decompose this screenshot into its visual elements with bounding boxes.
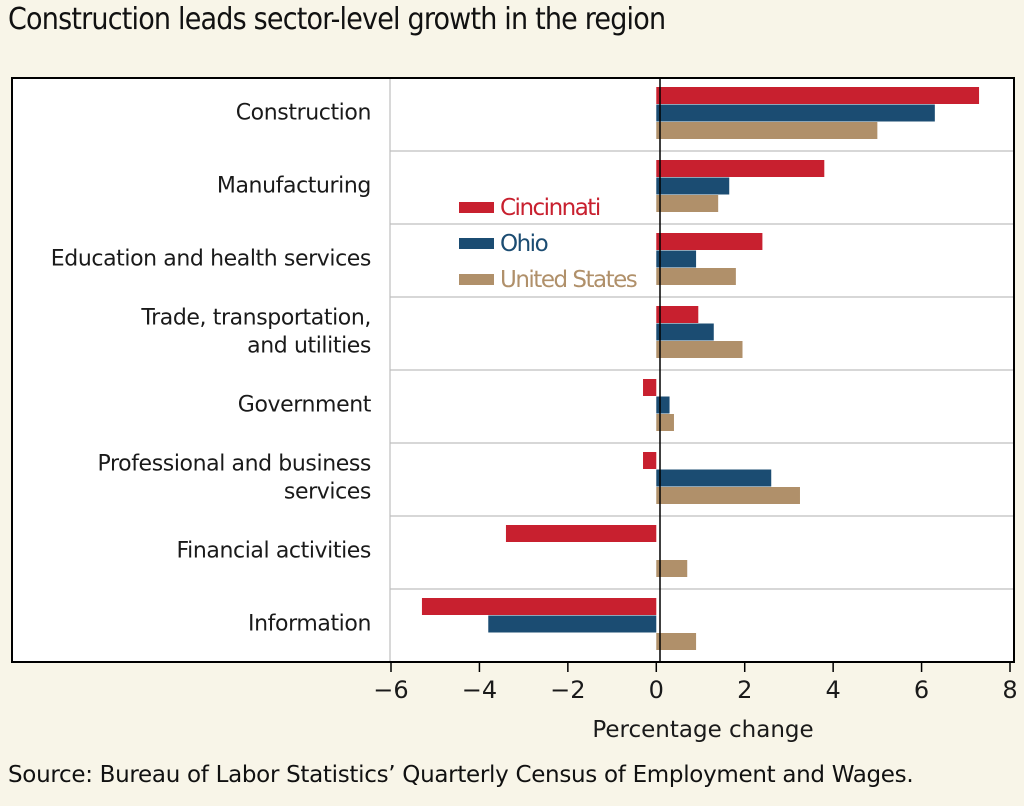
- legend-swatch: [459, 238, 494, 249]
- bars: [421, 87, 980, 650]
- x-axis-ticks: −6 −4 −2 0 2 4 6 8: [373, 662, 1018, 704]
- bar-united-states: [656, 560, 688, 577]
- x-tick-label: 8: [1002, 676, 1017, 704]
- legend-label: United States: [500, 267, 637, 293]
- category-label: Financial activities: [176, 539, 371, 564]
- bar-ohio: [656, 396, 670, 414]
- category-label: Professional and business: [98, 452, 371, 477]
- bar-united-states: [656, 487, 800, 504]
- bar-cincinnati: [643, 452, 657, 469]
- category-label: Information: [248, 612, 371, 637]
- bar-ohio: [656, 104, 935, 122]
- bar-cincinnati: [656, 306, 699, 323]
- category-label: services: [284, 480, 371, 505]
- bar-united-states: [656, 341, 743, 358]
- bar-cincinnati: [643, 379, 657, 396]
- chart-title: Construction leads sector-level growth i…: [8, 2, 666, 37]
- x-tick-label: 6: [914, 676, 929, 704]
- bar-cincinnati: [656, 87, 980, 104]
- x-tick-label: −6: [373, 676, 408, 704]
- category-label: Manufacturing: [217, 174, 371, 199]
- bar-united-states: [656, 633, 697, 650]
- category-label: Construction: [236, 101, 371, 126]
- bar-cincinnati: [656, 233, 763, 250]
- source-note: Source: Bureau of Labor Statistics’ Quar…: [8, 762, 914, 788]
- category-label: and utilities: [247, 334, 371, 359]
- bar-ohio: [656, 250, 697, 268]
- legend-label: Ohio: [500, 231, 548, 257]
- bar-united-states: [656, 195, 719, 212]
- legend-swatch: [459, 202, 494, 213]
- category-separators: [389, 78, 1014, 662]
- bar-ohio: [656, 469, 772, 487]
- bar-united-states: [656, 414, 674, 431]
- category-label: Government: [238, 393, 372, 418]
- bar-ohio: [488, 615, 657, 633]
- category-labels: Construction Manufacturing Education and h…: [51, 101, 372, 637]
- bar-united-states: [656, 268, 736, 285]
- bar-cincinnati: [505, 525, 657, 542]
- legend: Cincinnati Ohio United States: [459, 195, 638, 293]
- x-tick-label: 2: [737, 676, 752, 704]
- bar-united-states: [656, 122, 878, 139]
- bar-ohio: [656, 177, 730, 195]
- plot-frame: [11, 77, 1015, 663]
- bar-cincinnati: [421, 598, 657, 615]
- x-tick-label: −4: [462, 676, 497, 704]
- x-tick-label: −2: [550, 676, 585, 704]
- x-axis-title: Percentage change: [592, 717, 813, 743]
- legend-swatch: [459, 274, 494, 285]
- category-label: Trade, transportation,: [140, 306, 371, 331]
- category-label: Education and health services: [51, 247, 371, 272]
- x-tick-label: 0: [649, 676, 664, 704]
- bar-ohio: [656, 323, 714, 341]
- bar-cincinnati: [656, 160, 825, 177]
- x-tick-label: 4: [826, 676, 841, 704]
- legend-label: Cincinnati: [500, 195, 600, 221]
